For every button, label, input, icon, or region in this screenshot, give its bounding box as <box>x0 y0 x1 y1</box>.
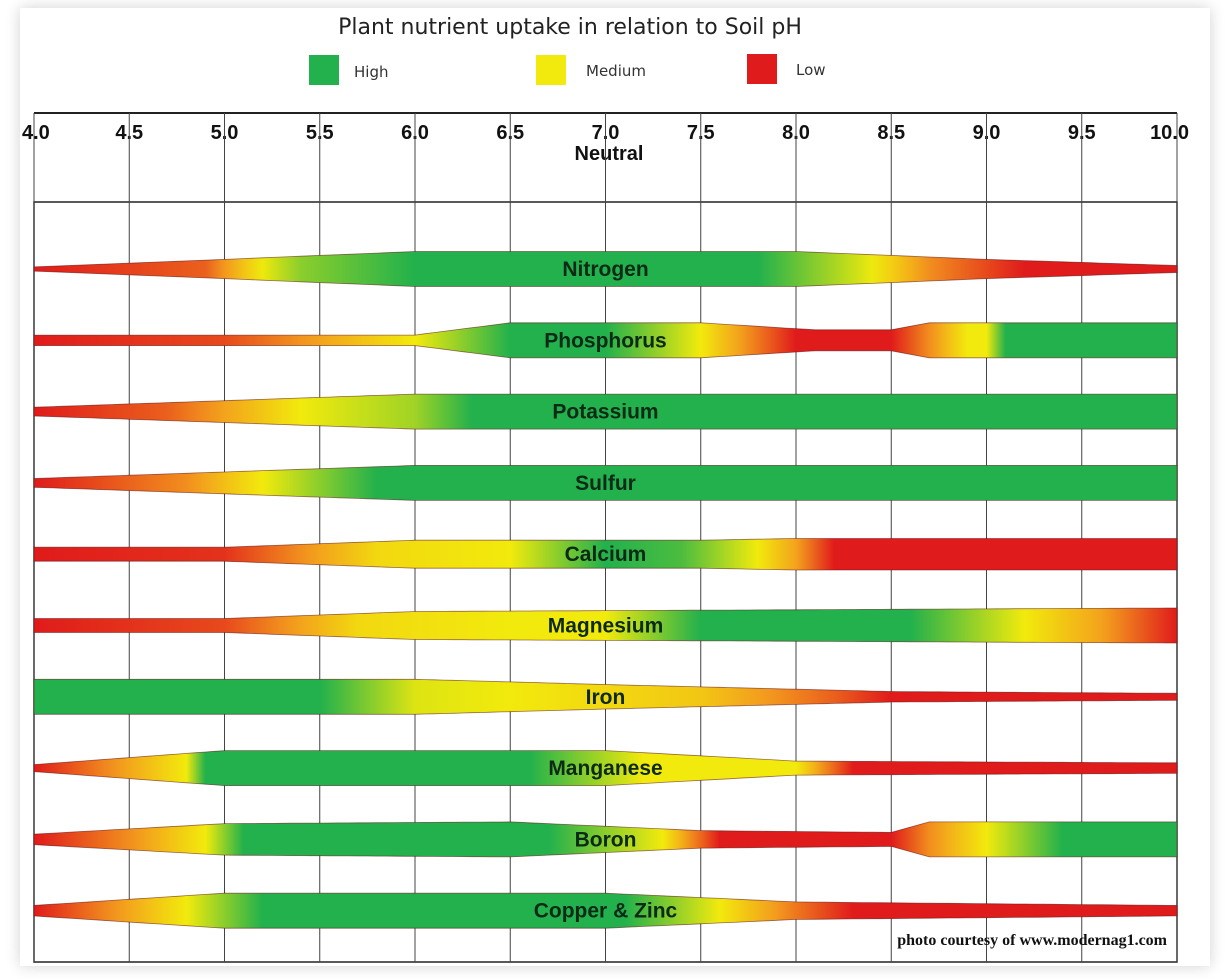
nutrient-label: Nitrogen <box>562 258 648 281</box>
legend: High Medium Low <box>309 54 826 85</box>
nutrient-band <box>33 393 1178 430</box>
nutrient-label: Iron <box>586 686 626 709</box>
legend-label-medium: Medium <box>586 62 646 80</box>
nutrient-band <box>33 465 1178 501</box>
nutrient-label: Manganese <box>548 757 662 780</box>
x-tick-label: 10.0 <box>1150 122 1189 144</box>
nutrient-bands <box>33 251 1178 929</box>
nutrient-label: Calcium <box>565 543 647 566</box>
x-tick-label: 4.0 <box>22 122 50 144</box>
nutrient-label: Copper & Zinc <box>534 900 678 923</box>
nutrient-band <box>33 750 1178 786</box>
chart-frame: Plant nutrient uptake in relation to Soi… <box>20 8 1210 966</box>
nutrient-band <box>33 607 1178 644</box>
nutrient-ph-chart: Plant nutrient uptake in relation to Soi… <box>22 15 1189 963</box>
nutrient-label: Phosphorus <box>544 329 667 352</box>
nutrient-band <box>33 678 1178 715</box>
legend-swatch-medium <box>536 55 566 85</box>
nutrient-band <box>33 322 1178 359</box>
photo-credit: photo courtesy of www.modernag1.com <box>897 932 1167 949</box>
nutrient-label: Sulfur <box>575 472 636 495</box>
nutrient-band <box>33 538 1178 571</box>
legend-swatch-low <box>747 54 777 84</box>
legend-swatch-high <box>309 55 339 85</box>
nutrient-label: Boron <box>575 828 637 851</box>
chart-title: Plant nutrient uptake in relation to Soi… <box>338 15 802 40</box>
neutral-label: Neutral <box>575 143 644 165</box>
legend-label-high: High <box>354 63 388 81</box>
nutrient-labels: Nitrogen Phosphorus Potassium Sulfur Calcium… <box>534 258 678 923</box>
legend-label-low: Low <box>796 61 826 79</box>
nutrient-band <box>33 892 1178 929</box>
nutrient-band <box>33 821 1178 858</box>
nutrient-label: Potassium <box>552 401 658 424</box>
nutrient-band <box>33 251 1178 287</box>
nutrient-label: Magnesium <box>548 615 664 638</box>
